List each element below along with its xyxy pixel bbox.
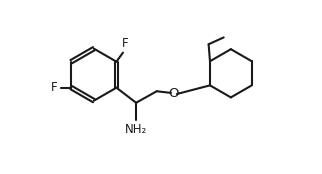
- Text: O: O: [169, 87, 179, 100]
- Text: NH₂: NH₂: [125, 123, 147, 136]
- Text: F: F: [122, 37, 128, 50]
- Text: F: F: [51, 81, 58, 94]
